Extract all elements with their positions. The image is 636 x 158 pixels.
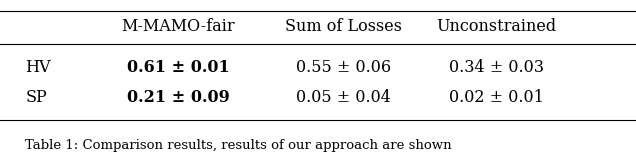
Text: 0.05 ± 0.04: 0.05 ± 0.04: [296, 89, 391, 106]
Text: Sum of Losses: Sum of Losses: [285, 18, 402, 35]
Text: HV: HV: [25, 59, 51, 76]
Text: 0.55 ± 0.06: 0.55 ± 0.06: [296, 59, 391, 76]
Text: SP: SP: [25, 89, 47, 106]
Text: 0.02 ± 0.01: 0.02 ± 0.01: [448, 89, 544, 106]
Text: 0.21 ± 0.09: 0.21 ± 0.09: [127, 89, 230, 106]
Text: 0.61 ± 0.01: 0.61 ± 0.01: [127, 59, 230, 76]
Text: 0.34 ± 0.03: 0.34 ± 0.03: [448, 59, 544, 76]
Text: Unconstrained: Unconstrained: [436, 18, 556, 35]
Text: M-MAMO-fair: M-MAMO-fair: [121, 18, 235, 35]
Text: Table 1: Comparison results, results of our approach are shown: Table 1: Comparison results, results of …: [25, 139, 452, 152]
